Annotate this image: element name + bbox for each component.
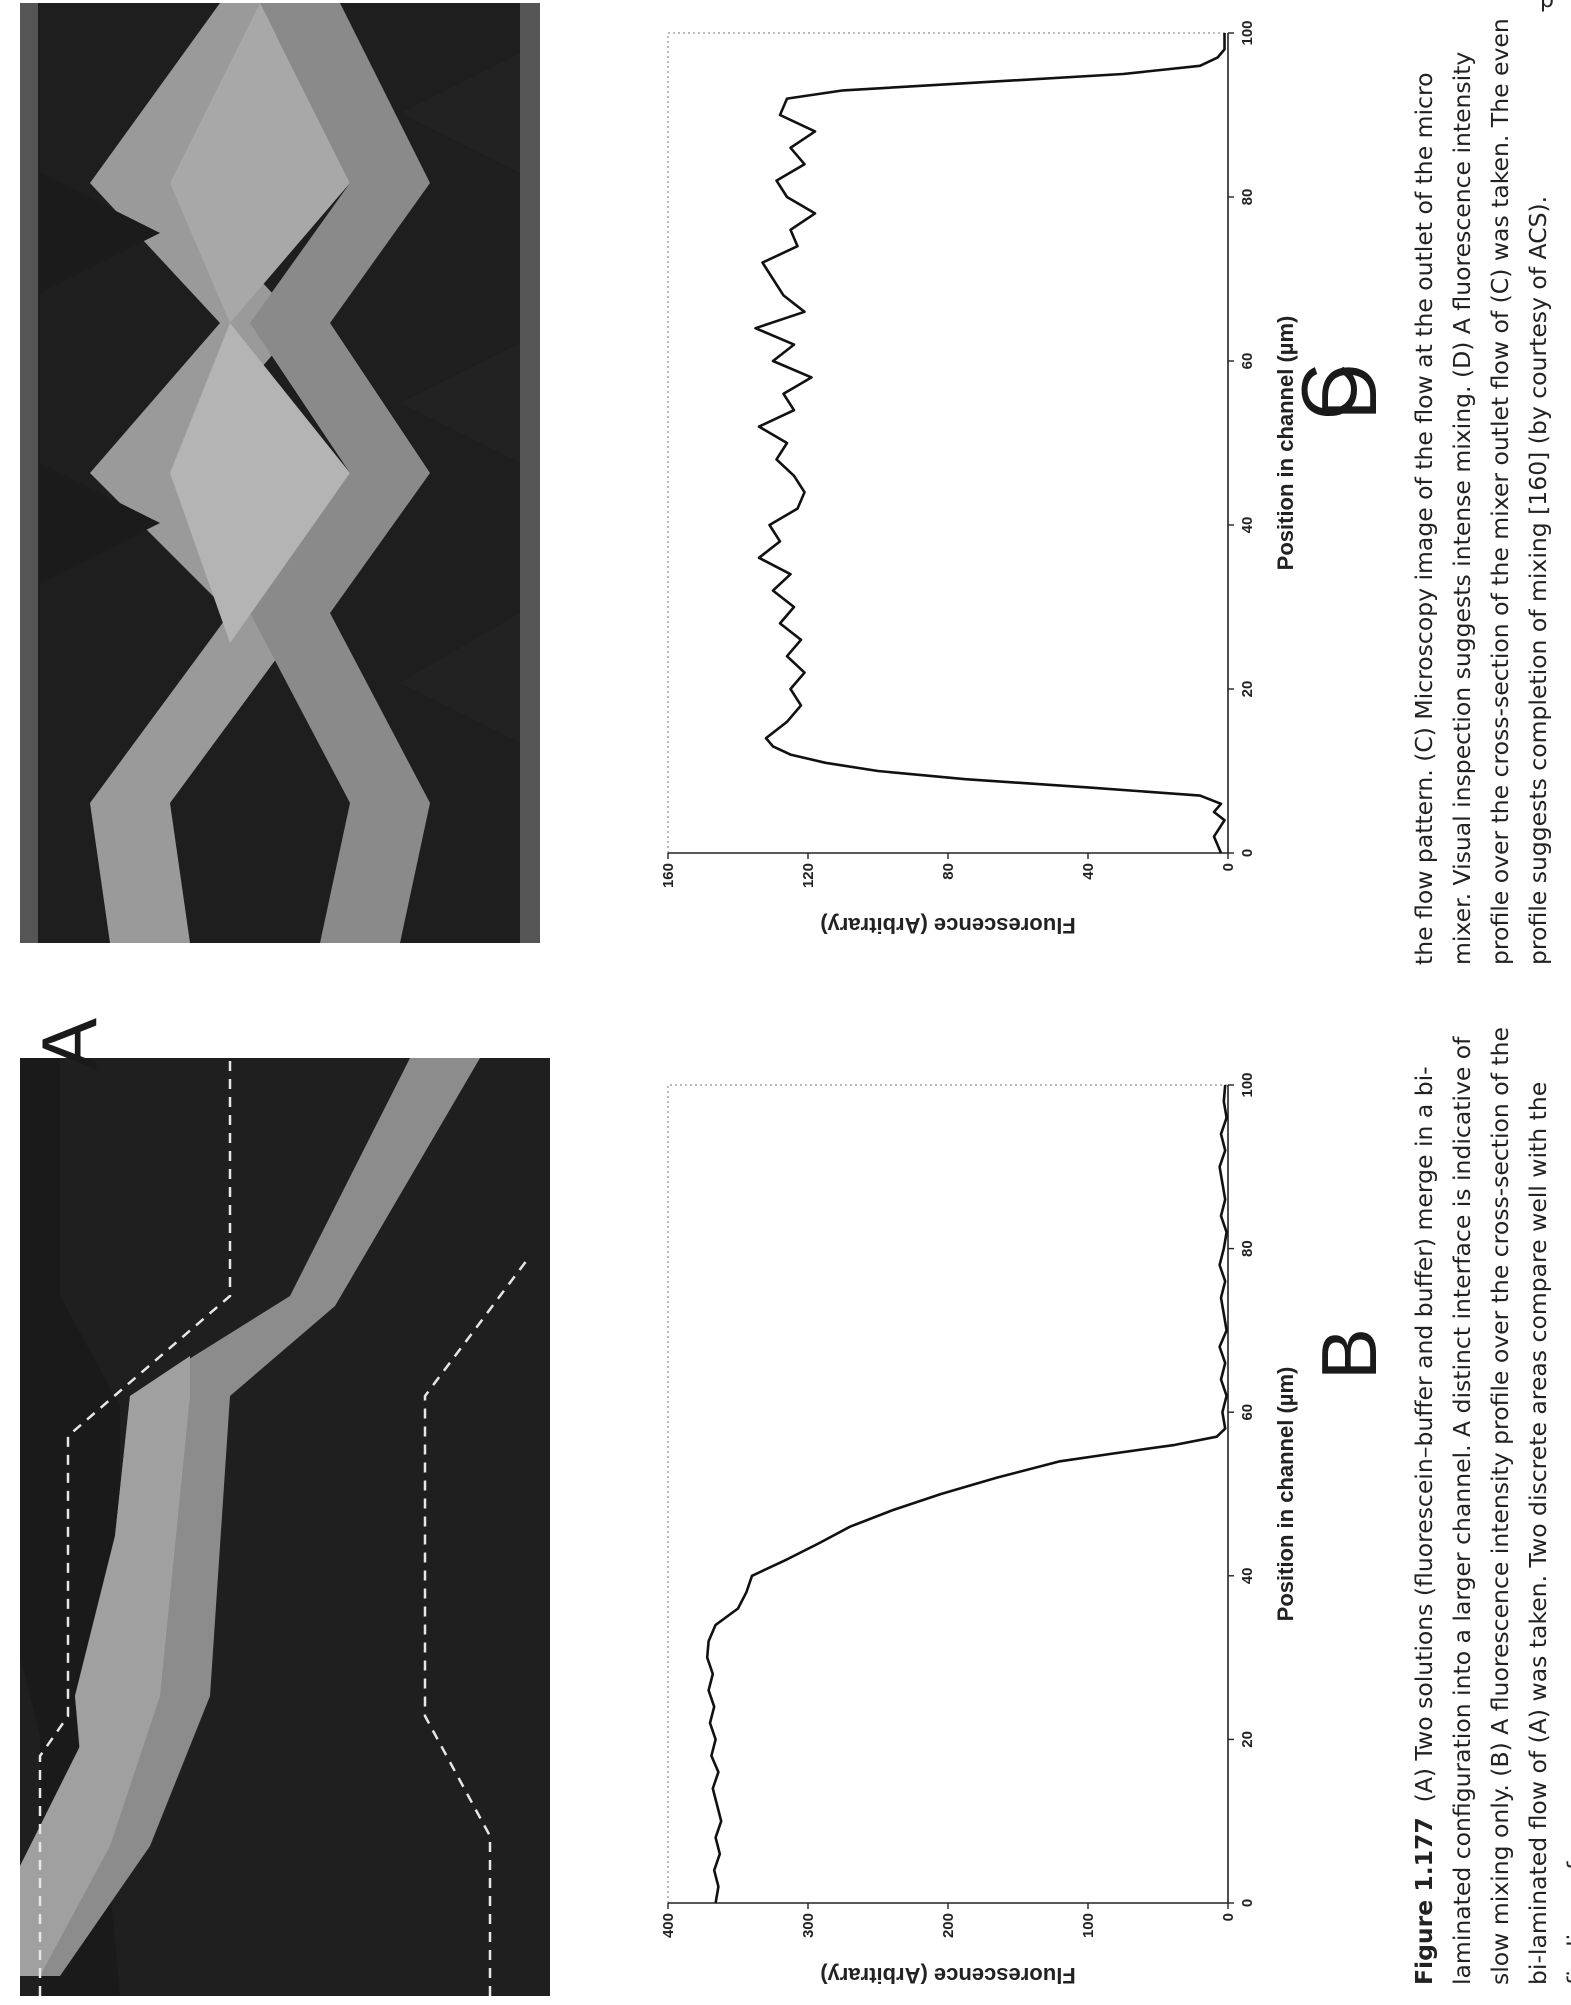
y-tick-label: 160 bbox=[660, 863, 677, 888]
y-tick-label: 0 bbox=[1220, 863, 1237, 871]
y-tick-label: 100 bbox=[1080, 1913, 1097, 1938]
y-axis-title: Fluorescence (Arbitrary) bbox=[820, 913, 1076, 938]
micrograph-a bbox=[20, 1058, 550, 1996]
y-tick-label: 40 bbox=[1080, 863, 1097, 880]
caption-left-text: Figure 1.177 (A) Two solutions (fluoresc… bbox=[1405, 1025, 1571, 1985]
y-tick-label: 300 bbox=[800, 1913, 817, 1938]
x-tick-label: 100 bbox=[1239, 20, 1256, 45]
figure-label: Figure 1.177 bbox=[1410, 1817, 1438, 1985]
x-tick-label: 0 bbox=[1239, 849, 1256, 857]
x-axis-title: Position in channel (µm) bbox=[1273, 1367, 1298, 1622]
y-tick-label: 400 bbox=[660, 1913, 677, 1938]
y-tick-label: 200 bbox=[940, 1913, 957, 1938]
x-tick-label: 40 bbox=[1239, 517, 1256, 534]
x-tick-label: 80 bbox=[1239, 189, 1256, 206]
caption-right-body: the flow pattern. (C) Microscopy image o… bbox=[1410, 18, 1552, 965]
x-tick-label: 60 bbox=[1239, 353, 1256, 370]
y-tick-label: 80 bbox=[940, 863, 957, 880]
x-tick-label: 80 bbox=[1239, 1240, 1256, 1257]
top-partial-text: p bbox=[1540, 0, 1554, 13]
x-tick-label: 60 bbox=[1239, 1404, 1256, 1421]
y-tick-label: 0 bbox=[1220, 1913, 1237, 1921]
caption-right-text: the flow pattern. (C) Microscopy image o… bbox=[1405, 5, 1557, 965]
micrograph-c bbox=[20, 3, 540, 943]
series-line bbox=[705, 1084, 1228, 1904]
y-tick-label: 120 bbox=[800, 863, 817, 888]
x-tick-label: 40 bbox=[1239, 1567, 1256, 1584]
y-axis-title: Fluorescence (Arbitrary) bbox=[820, 1963, 1076, 1988]
series-line bbox=[754, 33, 1226, 854]
x-tick-label: 20 bbox=[1239, 681, 1256, 698]
x-tick-label: 0 bbox=[1239, 1899, 1256, 1907]
x-tick-label: 100 bbox=[1239, 1072, 1256, 1097]
x-axis-title: Position in channel (µm) bbox=[1273, 316, 1298, 571]
x-tick-label: 20 bbox=[1239, 1731, 1256, 1748]
